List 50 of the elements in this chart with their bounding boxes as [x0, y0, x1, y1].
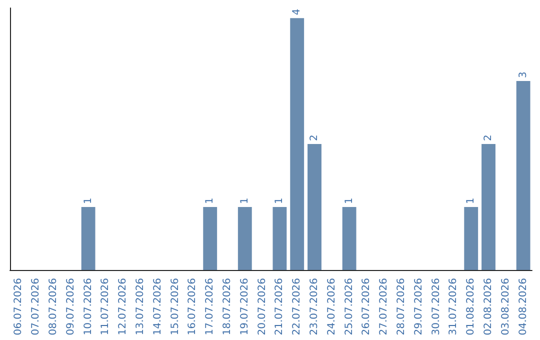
x-tick-label: 22.07.2026 [292, 278, 303, 336]
x-tick-label: 04.08.2026 [518, 278, 529, 336]
x-tick-label: 13.07.2026 [135, 278, 146, 336]
x-tick-label: 07.07.2026 [30, 278, 42, 336]
x-tick-label: 19.07.2026 [239, 278, 250, 336]
data-label: 1 [274, 198, 286, 204]
x-tick-label: 14.07.2026 [152, 278, 164, 336]
bar [81, 207, 96, 270]
x-tick-label: 17.07.2026 [204, 278, 216, 336]
bar [290, 18, 304, 270]
data-label: 1 [82, 198, 94, 204]
bar [238, 207, 252, 270]
x-tick-label: 02.08.2026 [483, 278, 494, 336]
x-tick-label: 30.07.2026 [430, 278, 442, 336]
data-label: 1 [466, 198, 477, 204]
bar [516, 81, 530, 270]
x-tick-label: 01.08.2026 [466, 278, 477, 336]
x-tick-label: 11.07.2026 [100, 278, 112, 336]
x-tick-label: 29.07.2026 [413, 278, 424, 336]
data-label: 1 [344, 198, 355, 204]
x-tick-label: 31.07.2026 [448, 278, 460, 336]
x-tick-label: 12.07.2026 [118, 278, 129, 336]
x-tick-label: 06.07.2026 [13, 278, 24, 336]
x-tick-label: 24.07.2026 [326, 278, 338, 336]
bar [308, 144, 322, 270]
x-tick-label: 10.07.2026 [82, 278, 94, 336]
x-tick-label: 28.07.2026 [396, 278, 407, 336]
bar [464, 207, 478, 270]
data-label: 1 [204, 198, 216, 204]
x-tick-label: 09.07.2026 [65, 278, 76, 336]
x-tick-label: 20.07.2026 [256, 278, 268, 336]
x-tick-label: 27.07.2026 [378, 278, 390, 336]
bar [272, 207, 287, 270]
data-label: 3 [518, 72, 529, 78]
x-tick-label: 03.08.2026 [500, 278, 512, 336]
x-tick-label: 16.07.2026 [187, 278, 198, 336]
bar [342, 207, 356, 270]
x-tick-label: 25.07.2026 [344, 278, 355, 336]
x-tick-label: 26.07.2026 [361, 278, 372, 336]
x-tick-label: 18.07.2026 [222, 278, 233, 336]
x-tick-label: 08.07.2026 [48, 278, 59, 336]
x-tick-label: 15.07.2026 [170, 278, 181, 336]
bar [482, 144, 496, 270]
bar [203, 207, 218, 270]
data-label: 2 [483, 134, 494, 142]
x-tick-label: 21.07.2026 [274, 278, 286, 336]
data-label: 2 [309, 134, 320, 142]
data-label: 4 [292, 8, 303, 16]
data-label: 1 [239, 198, 250, 204]
x-tick-label: 23.07.2026 [309, 278, 320, 336]
